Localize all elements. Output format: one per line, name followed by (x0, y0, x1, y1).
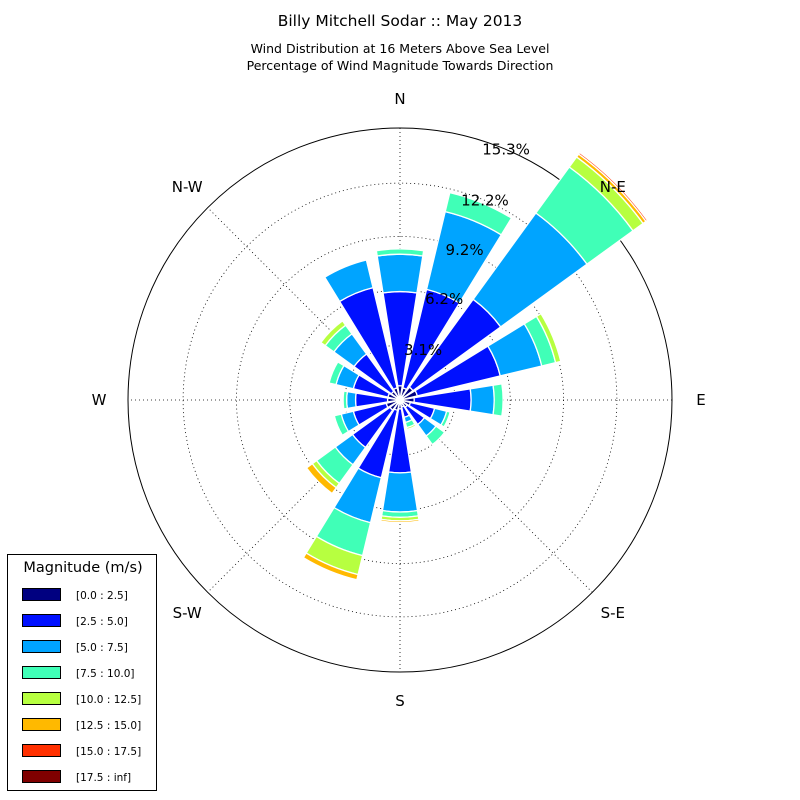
windrose-bar-segment (440, 410, 451, 428)
legend-label: [12.5 : 15.0] (76, 720, 142, 732)
windrose-bar-segment (444, 191, 513, 236)
windrose-bar-segment (380, 518, 420, 524)
legend-swatch (22, 718, 61, 731)
legend-label: [10.0 : 12.5] (76, 694, 142, 706)
legend-label: [5.0 : 7.5] (76, 642, 128, 654)
radial-tick-label: 12.2% (461, 192, 509, 210)
direction-label: S (395, 692, 405, 710)
radial-tick-label: 15.3% (482, 141, 530, 159)
chart-subtitle-line2: Percentage of Wind Magnitude Towards Dir… (246, 58, 554, 73)
legend-label: [17.5 : inf] (76, 772, 132, 784)
windrose-bar-segment (381, 471, 419, 513)
windrose-bar-segment (305, 462, 338, 495)
windrose-bar-segment (323, 259, 374, 303)
windrose-bar-segment (375, 248, 425, 257)
windrose-bar-segment (535, 312, 562, 364)
windrose-bar-segment (492, 383, 504, 417)
legend-title: Magnitude (m/s) (23, 560, 143, 576)
windrose-bar-segment (376, 253, 424, 294)
radial-tick-label: 9.2% (446, 241, 484, 259)
direction-label: N-W (172, 178, 203, 196)
windrose-bar-segment (346, 390, 357, 410)
legend-swatch (22, 692, 61, 705)
direction-label: N-E (600, 178, 626, 196)
legend-swatch (22, 770, 61, 783)
windrose-bar-segment (342, 390, 349, 410)
radial-tick-label: 6.2% (425, 290, 463, 308)
chart-subtitle-line1: Wind Distribution at 16 Meters Above Sea… (250, 41, 550, 56)
windrose-bar-segment (469, 384, 495, 416)
legend-label: [15.0 : 17.5] (76, 746, 142, 758)
direction-label: N (394, 90, 405, 108)
windrose-bar-segment (405, 423, 417, 431)
windrose-bar-segment (425, 425, 446, 446)
direction-label: S-E (601, 604, 625, 622)
direction-label: S-W (173, 604, 202, 622)
windrose-bar-segment (333, 413, 350, 437)
windrose-bar-segment (302, 552, 359, 581)
windrose-bar-segment (577, 151, 649, 223)
legend-swatch (22, 588, 61, 601)
legend-swatch (22, 640, 61, 653)
legend-swatch (22, 744, 61, 757)
legend-label: [7.5 : 10.0] (76, 668, 135, 680)
radial-tick-label: 3.1% (404, 341, 442, 359)
direction-label: W (92, 391, 107, 409)
chart-title: Billy Mitchell Sodar :: May 2013 (277, 12, 523, 30)
legend-label: [0.0 : 2.5] (76, 590, 128, 602)
legend-label: [2.5 : 5.0] (76, 616, 128, 628)
legend: Magnitude (m/s) [0.0 : 2.5] [2.5 : 5.0] … (7, 554, 157, 791)
legend-swatch (22, 666, 61, 679)
direction-label: E (696, 391, 705, 409)
windrose-bar-segment (319, 319, 347, 347)
windrose-bar-segment (328, 361, 345, 386)
legend-swatch (22, 614, 61, 627)
